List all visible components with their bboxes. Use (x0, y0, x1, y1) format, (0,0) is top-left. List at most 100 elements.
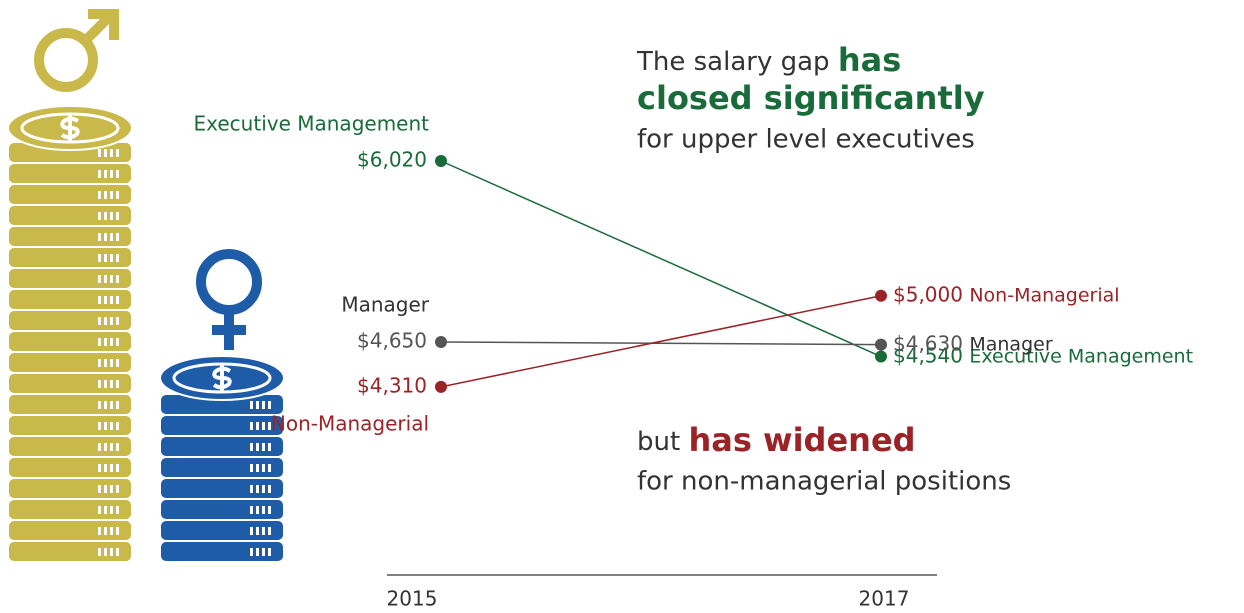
x-tick-label: 2017 (859, 587, 910, 611)
point (435, 335, 447, 348)
coin-ridge (268, 485, 271, 493)
coin-ridge (262, 464, 265, 472)
coin-ridge (256, 527, 259, 535)
coin-ridge (268, 527, 271, 535)
annotation-text: but (637, 427, 680, 457)
coin-ridge (110, 212, 113, 220)
coin-ridge (262, 401, 265, 409)
coin-ridge (110, 296, 113, 304)
annotation-text: for upper level executives (637, 125, 975, 155)
coin-ridge (110, 233, 113, 241)
coin-ridge (98, 170, 101, 178)
coin-ridge (98, 443, 101, 451)
coin-ridge (110, 548, 113, 556)
coin (7, 351, 133, 374)
coin (159, 477, 285, 500)
coin-ridge (116, 149, 119, 157)
coin-stacks (7, 9, 285, 563)
coin (7, 372, 133, 395)
point (435, 155, 447, 167)
coin-ridge (98, 191, 101, 199)
annotation-lead: but has widened (637, 421, 916, 459)
coin-ridge (98, 548, 101, 556)
coin-ridge (104, 422, 107, 430)
coin (7, 498, 133, 521)
coin (7, 330, 133, 353)
coin-ridge (104, 170, 107, 178)
coin-ridge (256, 485, 259, 493)
coin-ridge (98, 506, 101, 514)
coin (7, 246, 133, 269)
value-text: $4,630 (893, 331, 963, 355)
coin (7, 519, 133, 542)
coin-ridge (116, 275, 119, 283)
coin-ridge (256, 506, 259, 514)
coin-ridge (116, 191, 119, 199)
coin-ridge (116, 527, 119, 535)
coin (7, 204, 133, 227)
coin-ridge (110, 191, 113, 199)
coin-ridge (110, 401, 113, 409)
coin-ridge (116, 485, 119, 493)
coin-ridge (104, 233, 107, 241)
coin-ridge (256, 548, 259, 556)
point (875, 350, 887, 363)
annotation-bold: closed significantly (637, 79, 985, 117)
x-tick-label: 2015 (387, 587, 438, 611)
coin-ridge (104, 359, 107, 367)
coin-ridge (116, 296, 119, 304)
coin-ridge (250, 485, 253, 493)
coin-ridge (116, 254, 119, 262)
coin-ridge (250, 422, 253, 430)
series-label: Executive Management (194, 112, 430, 136)
coin-ridge (110, 464, 113, 472)
female-cross (212, 310, 246, 350)
coin-ridge (256, 443, 259, 451)
coin (159, 414, 285, 437)
coin-ridge (268, 443, 271, 451)
value-text: $5,000 (893, 282, 963, 306)
coin-ridge (250, 401, 253, 409)
male-arrow (82, 9, 119, 44)
coin (7, 162, 133, 185)
coin-ridge (104, 401, 107, 409)
coin-ridge (98, 422, 101, 430)
male-symbol (34, 28, 98, 92)
coin-ridge (262, 443, 265, 451)
coin (7, 267, 133, 290)
coin-ridge (110, 254, 113, 262)
coin-ridge (250, 506, 253, 514)
coin (159, 498, 285, 521)
coin-ridge (256, 401, 259, 409)
annotation-text: The salary gap (636, 47, 830, 77)
point (875, 338, 887, 351)
coin-ridge (110, 527, 113, 535)
annotation-lead: The salary gap has (636, 41, 901, 79)
coin (7, 225, 133, 248)
slope-line (440, 295, 882, 388)
coin-ridge (262, 485, 265, 493)
value-text: $4,540 (893, 343, 963, 367)
coin-ridge (104, 191, 107, 199)
coin-ridge (98, 317, 101, 325)
coin-ridge (110, 506, 113, 514)
coin-ridge (116, 401, 119, 409)
coin-ridge (98, 212, 101, 220)
coin-ridge (110, 422, 113, 430)
coin-ridge (116, 548, 119, 556)
coin-ridge (250, 548, 253, 556)
series-label: Non-Managerial (969, 284, 1119, 306)
coin-ridge (256, 464, 259, 472)
annotation-bold: has widened (688, 421, 915, 459)
coin-ridge (116, 464, 119, 472)
coin-ridge (262, 527, 265, 535)
dollar-icon (60, 114, 80, 142)
series-label: Non-Managerial (271, 411, 429, 435)
coin-ridge (98, 254, 101, 262)
coin-ridge (110, 149, 113, 157)
coin-ridge (116, 338, 119, 346)
coin-ridge (110, 338, 113, 346)
series-label: Manager (969, 333, 1052, 355)
coin-ridge (110, 359, 113, 367)
coin-ridge (104, 485, 107, 493)
